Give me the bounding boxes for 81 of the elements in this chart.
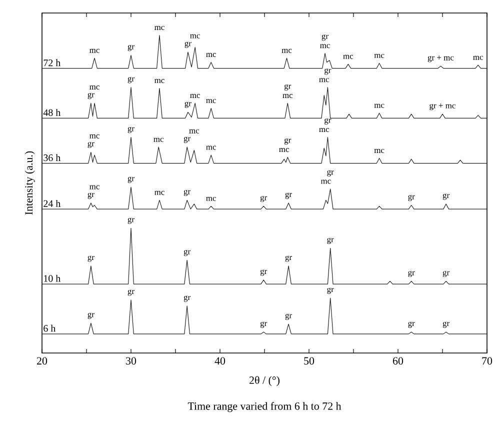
- annotation: mc: [189, 129, 200, 134]
- annotation: gr: [324, 68, 332, 75]
- annotation: gr: [260, 270, 268, 276]
- annotation: mc: [206, 146, 216, 150]
- annotation: mc: [319, 128, 330, 132]
- annotation: gr: [442, 270, 450, 278]
- annotation: mc: [279, 148, 289, 152]
- annotation: gr: [327, 288, 334, 294]
- annotation: gr: [128, 176, 134, 183]
- annotation: gr: [285, 314, 292, 320]
- series-label: 36 h: [44, 154, 61, 162]
- series-label: 48 h: [43, 108, 61, 116]
- annotation: mc: [154, 26, 164, 30]
- annotation: gr: [88, 92, 94, 100]
- x-axis-title: 2θ / (°): [250, 376, 280, 386]
- annotation: mc: [320, 44, 330, 48]
- x-tick-label: 30: [126, 357, 136, 365]
- annotation: gr: [408, 194, 415, 202]
- y-axis-title: Intensity (a.u.): [24, 151, 35, 215]
- annotation: gr: [322, 34, 328, 41]
- annotation: gr + mc: [428, 56, 454, 62]
- annotation: mc: [154, 79, 164, 84]
- x-tick-label: 20: [37, 357, 48, 365]
- annotation: gr: [260, 322, 268, 328]
- annotation: mc: [282, 48, 292, 53]
- x-tick-label: 40: [214, 357, 226, 365]
- annotation: gr: [184, 190, 191, 196]
- series-label: 72 h: [44, 59, 61, 66]
- annotation: gr: [128, 44, 134, 52]
- annotation: gr: [184, 136, 191, 143]
- annotation: gr: [442, 194, 450, 200]
- annotation: gr: [285, 192, 292, 199]
- annotation: gr: [128, 126, 134, 134]
- annotation: mc: [90, 48, 100, 53]
- x-tick-label: 70: [482, 357, 492, 365]
- annotation: mc: [154, 190, 164, 195]
- annotation: mc: [206, 196, 216, 201]
- annotation: gr: [88, 192, 94, 199]
- text: Time range varied from 6 h to 72 h: [188, 402, 342, 412]
- annotation: gr: [327, 238, 334, 244]
- annotation: gr: [324, 118, 332, 125]
- annotation: gr: [184, 250, 191, 256]
- annotation: gr: [442, 322, 450, 328]
- annotation: gr: [184, 296, 191, 302]
- x-tick-label: 50: [304, 357, 314, 365]
- annotation: mc: [90, 185, 100, 190]
- annotation: gr: [260, 196, 268, 202]
- annotation: gr: [184, 42, 192, 48]
- x-tick-label: 60: [392, 357, 404, 365]
- annotation: gr: [184, 102, 192, 108]
- annotation: gr: [284, 84, 292, 91]
- annotation: mc: [374, 148, 384, 154]
- annotation: gr: [88, 142, 94, 148]
- annotation: mc: [319, 78, 330, 82]
- series-label: 10 h: [44, 274, 61, 282]
- annotation: gr: [88, 312, 94, 319]
- annotation: gr: [408, 322, 415, 328]
- annotation: gr: [284, 138, 292, 145]
- annotation: gr: [285, 256, 292, 262]
- annotation: gr: [408, 270, 415, 278]
- annotation: mc: [282, 94, 293, 98]
- annotation: mc: [206, 52, 216, 58]
- annotation: gr: [88, 256, 94, 262]
- annotation: mc: [320, 180, 331, 184]
- annotation: mc: [90, 134, 100, 138]
- series-label: 24 h: [44, 200, 61, 207]
- annotation: mc: [343, 54, 354, 59]
- annotation: mc: [374, 104, 384, 108]
- annotation: mc: [473, 56, 484, 60]
- annotation: gr + mc: [430, 104, 456, 110]
- annotation: gr: [128, 290, 134, 296]
- annotation: gr: [128, 77, 134, 84]
- annotation: mc: [90, 85, 100, 90]
- annotation: gr: [128, 218, 134, 224]
- annotation: mc: [190, 94, 200, 98]
- annotation: mc: [154, 138, 164, 142]
- annotation: mc: [374, 54, 384, 58]
- annotation: gr: [327, 170, 334, 176]
- series-label: 6 h: [44, 324, 56, 332]
- annotation: mc: [190, 34, 200, 38]
- annotation: mc: [206, 99, 216, 104]
